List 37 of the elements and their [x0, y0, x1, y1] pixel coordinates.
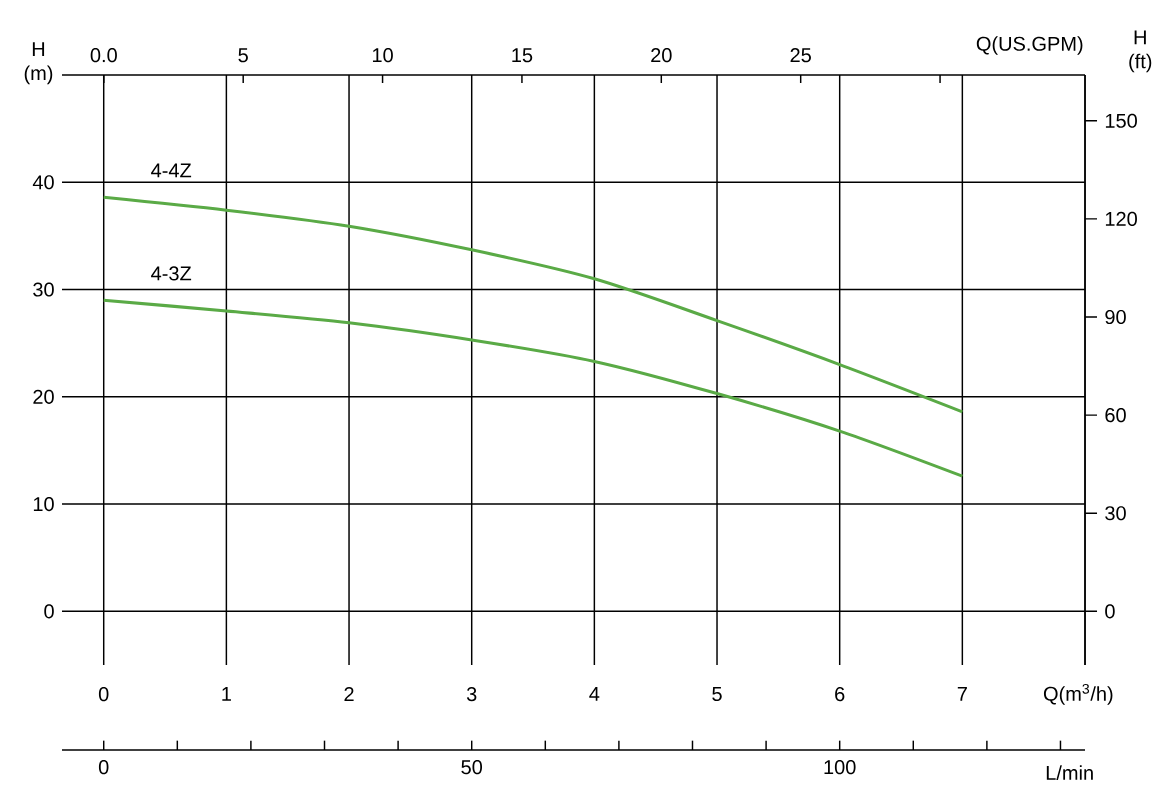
y-axis-title: H (m): [24, 42, 53, 85]
series-label: 4-4Z: [151, 163, 192, 178]
text: L/min: [1046, 765, 1093, 781]
y2-tick-label: 90: [1105, 309, 1126, 325]
x-tick-label: 6: [835, 687, 845, 702]
x-tick-label: 4: [589, 687, 600, 701]
x-tick-label: 1: [222, 687, 231, 701]
y2-tick-label: 150: [1105, 113, 1137, 128]
series-label: 4-3Z: [151, 266, 192, 281]
line-series: [102, 298, 964, 478]
x2-tick-label: 10: [372, 48, 393, 63]
y2-tick-label: 60: [1105, 408, 1126, 423]
y-tick-label: 40: [32, 175, 54, 190]
y2-axis-title: H (ft): [1129, 30, 1152, 73]
x-tick-label: 5: [712, 687, 722, 701]
x-tick-label: 0: [98, 687, 109, 702]
text: 0: [98, 760, 109, 775]
x2-tick-label: 5: [238, 48, 248, 63]
y-tick-label: 10: [33, 496, 54, 512]
line-series: [102, 195, 964, 414]
y-tick-label: 20: [33, 389, 54, 404]
y2-tick-label: 0: [1105, 604, 1115, 619]
text: 100: [824, 760, 856, 775]
x-tick-label: 3: [466, 687, 477, 702]
y-tick-label: 0: [44, 604, 54, 619]
y2-tick-label: 30: [1105, 506, 1126, 521]
x-axis-title: Q(m$^{3}$/h): [1043, 683, 1113, 705]
x2-tick-label: 25: [790, 48, 811, 63]
x2-axis-title: Q(US.GPM): [976, 36, 1083, 55]
x-tick-label: 2: [344, 687, 354, 701]
text: 50: [461, 760, 483, 775]
x2-tick-label: 20: [651, 48, 672, 63]
x-tick-label: 7: [957, 687, 967, 701]
y-tick-label: 30: [33, 282, 54, 297]
x2-tick-label: 15: [512, 48, 533, 63]
y2-tick-label: 120: [1105, 211, 1137, 226]
x2-tick-label: 0.0: [90, 48, 117, 63]
